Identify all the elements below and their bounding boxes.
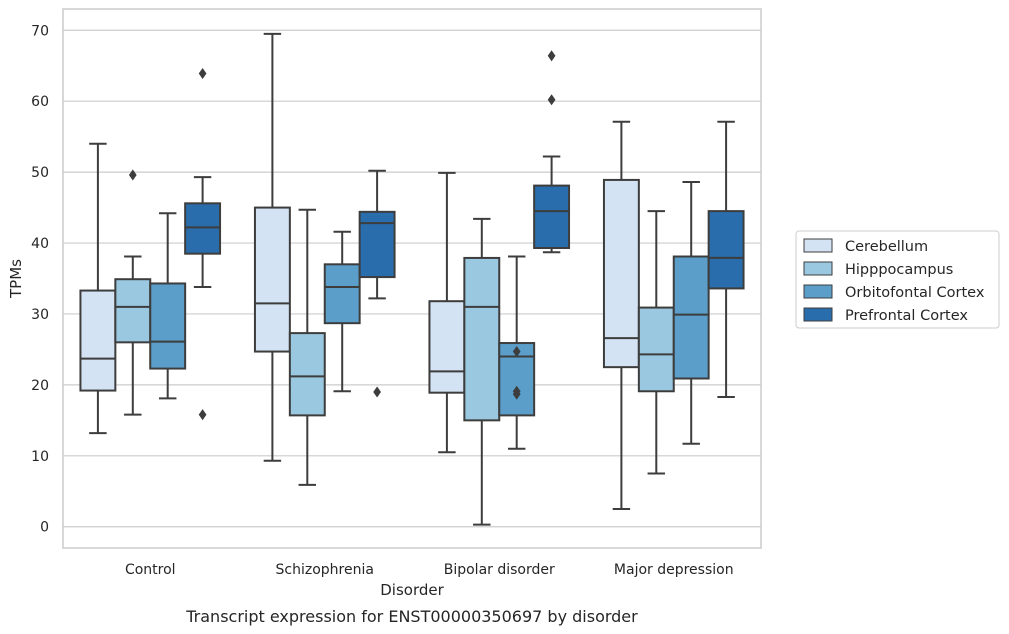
legend-label: Cerebellum (845, 239, 928, 255)
box-iqr (602, 178, 640, 369)
box-iqr (184, 202, 222, 255)
y-tick-label: 40 (31, 236, 49, 252)
outlier-point (198, 68, 207, 80)
box-iqr (114, 278, 152, 344)
legend-swatch (803, 261, 833, 276)
outlier-point (198, 409, 207, 421)
box-iqr (463, 256, 501, 422)
box-cerebellum (253, 32, 291, 462)
x-axis-title: Disorder (380, 581, 444, 599)
box-hipppocampus (114, 169, 152, 416)
box-iqr (428, 300, 466, 394)
outlier-point (547, 94, 556, 106)
outlier-point (373, 386, 381, 398)
outlier-point (512, 388, 521, 400)
y-tick-label: 70 (31, 23, 49, 39)
box-orbitofontal-cortex (672, 181, 710, 445)
legend-label: Prefrontal Cortex (845, 308, 968, 324)
outlier-point (547, 50, 556, 62)
box-cerebellum (79, 142, 117, 435)
outlier-point (128, 169, 137, 181)
y-tick-label: 30 (31, 307, 49, 323)
box-iqr (253, 206, 291, 353)
x-tick-label: Schizophrenia (276, 562, 374, 578)
box-iqr (323, 263, 361, 325)
box-iqr (672, 255, 710, 380)
y-tick-label: 0 (40, 520, 49, 536)
y-axis-title: TPMs (7, 259, 25, 299)
x-tick-label: Bipolar disorder (444, 562, 555, 578)
legend-swatch (803, 284, 833, 299)
box-iqr (149, 282, 187, 370)
y-tick-label: 20 (31, 378, 49, 394)
box-hipppocampus (463, 217, 501, 526)
plot-frame (62, 8, 762, 549)
y-tick-label: 60 (31, 94, 49, 110)
box-iqr (707, 210, 745, 290)
legend-swatch (803, 238, 833, 253)
x-tick-label: Major depression (614, 562, 734, 578)
box-prefrontal-cortex (533, 50, 571, 254)
box-hipppocampus (637, 210, 675, 475)
legend-swatch (803, 307, 833, 322)
y-tick-label: 10 (31, 449, 49, 465)
box-cerebellum (602, 120, 640, 510)
y-tick-label: 50 (31, 165, 49, 181)
outlier-point (512, 346, 521, 358)
x-tick-labels: Control Schizophrenia Bipolar disorder Majo… (125, 562, 734, 578)
box-cerebellum (428, 171, 466, 454)
box-prefrontal-cortex (707, 120, 745, 398)
box-orbitofontal-cortex (323, 230, 361, 393)
box-hipppocampus (288, 208, 326, 486)
box-orbitofontal-cortex (498, 255, 536, 450)
chart-caption: Transcript expression for ENST0000035069… (185, 607, 638, 626)
box-groups (79, 32, 745, 526)
legend-label: Orbitofontal Cortex (845, 285, 985, 301)
box-iqr (533, 184, 571, 250)
x-tick-label: Control (125, 562, 176, 578)
box-prefrontal-cortex (358, 169, 396, 398)
box-iqr (637, 306, 675, 393)
box-orbitofontal-cortex (149, 212, 187, 400)
box-iqr (79, 289, 117, 392)
box-iqr (358, 210, 396, 279)
box-prefrontal-cortex (184, 68, 222, 421)
box-iqr (498, 342, 536, 417)
legend-label: Hipppocampus (845, 262, 953, 278)
legend-frame (795, 230, 1000, 329)
legend: Cerebellum Hipppocampus Orbitofontal Corte… (795, 230, 1000, 329)
box-iqr (288, 332, 326, 417)
y-tick-labels: 0 10 20 30 40 50 60 70 (31, 23, 49, 535)
